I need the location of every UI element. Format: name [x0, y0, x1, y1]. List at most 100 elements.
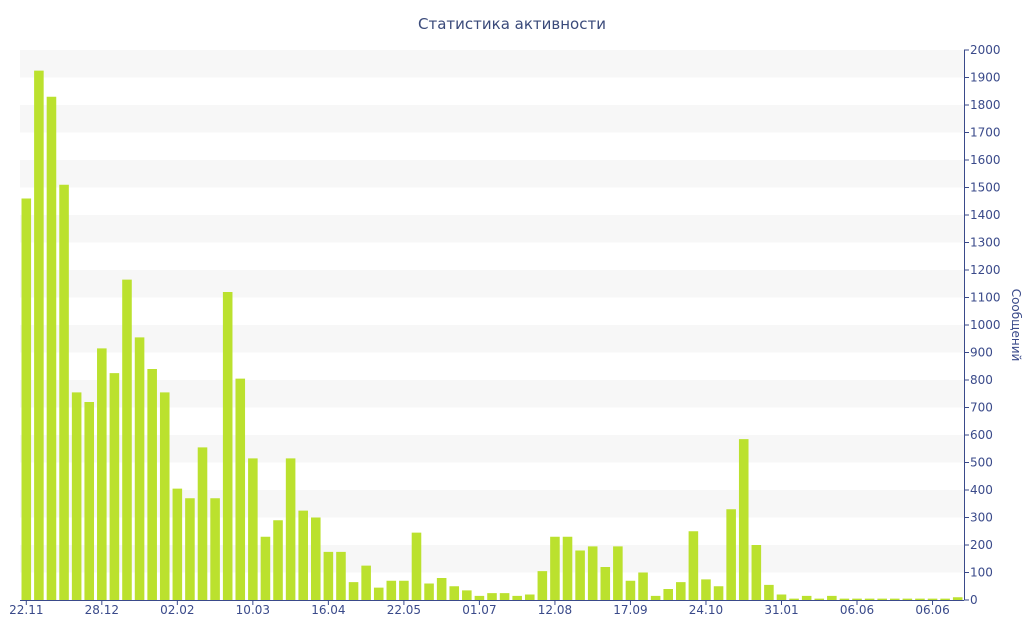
bar	[839, 598, 850, 601]
bar	[625, 580, 636, 600]
bar	[34, 70, 44, 601]
bar	[71, 392, 82, 601]
bar	[613, 546, 623, 601]
bar	[864, 598, 875, 601]
y-tick-label: 700	[970, 401, 993, 415]
bar	[210, 498, 220, 600]
y-tick-label: 2000	[970, 43, 1001, 57]
x-tick-label: 24.10	[689, 603, 723, 617]
bar	[600, 567, 611, 600]
bar	[940, 598, 950, 601]
y-tick-label: 1400	[970, 208, 1001, 222]
bar	[537, 571, 548, 601]
y-tick-label: 400	[970, 483, 993, 497]
y-tick-label: 1100	[970, 291, 1001, 305]
grid-band	[20, 270, 964, 298]
bar	[260, 536, 271, 600]
bar	[889, 598, 900, 601]
bar	[751, 545, 762, 600]
bar	[449, 586, 460, 600]
bar	[550, 536, 560, 600]
bar	[801, 595, 812, 601]
bar	[336, 551, 346, 601]
bar	[361, 565, 371, 601]
y-tick-label: 100	[970, 566, 993, 580]
bar	[298, 510, 308, 601]
bar	[386, 580, 397, 600]
bar	[852, 598, 862, 601]
bar	[348, 582, 359, 601]
bar	[688, 531, 699, 600]
grid-band	[20, 215, 964, 243]
bar	[235, 378, 246, 601]
x-tick-label: 12.08	[538, 603, 572, 617]
bar	[285, 458, 296, 601]
x-tick-label: 06.06	[840, 603, 874, 617]
bar	[701, 579, 711, 601]
bar	[902, 598, 913, 601]
y-tick-label: 1800	[970, 98, 1001, 112]
bar	[273, 520, 283, 600]
bar	[776, 594, 787, 600]
y-tick-label: 1300	[970, 236, 1001, 250]
bar	[789, 598, 799, 601]
bar	[764, 584, 774, 601]
bar	[562, 536, 573, 600]
bar	[185, 498, 195, 600]
bar	[827, 595, 837, 601]
bar	[222, 292, 233, 600]
x-tick-label: 10.03	[236, 603, 270, 617]
y-tick-label: 1500	[970, 181, 1001, 195]
bar	[172, 488, 183, 601]
x-axis: 22.11 28.12 02.02 10.03 16.04 22.05 01.07 12.08…	[9, 600, 964, 617]
bar	[487, 593, 497, 601]
grid-band	[20, 325, 964, 353]
bar	[814, 598, 825, 601]
x-tick-label: 01.07	[462, 603, 496, 617]
bar	[436, 578, 447, 600]
y-tick-label: 600	[970, 428, 993, 442]
x-tick-label: 06.06	[915, 603, 949, 617]
bar	[147, 369, 157, 600]
y-axis: 0 100 200 300 400 500 600 700 800 900 1000 1100 1200…	[964, 43, 1023, 607]
y-tick-label: 1700	[970, 126, 1001, 140]
x-tick-label: 16.04	[311, 603, 345, 617]
y-tick-label: 200	[970, 538, 993, 552]
bar	[248, 458, 258, 601]
y-tick-label: 900	[970, 346, 993, 360]
bar	[399, 580, 409, 600]
x-tick-label: 17.09	[613, 603, 647, 617]
bar	[524, 594, 535, 600]
bar	[59, 184, 69, 600]
x-tick-label: 22.11	[9, 603, 43, 617]
y-tick-label: 1900	[970, 71, 1001, 85]
x-tick-label: 28.12	[85, 603, 119, 617]
bar	[462, 590, 472, 601]
bar	[97, 348, 107, 601]
bar	[323, 551, 334, 601]
bar	[915, 598, 925, 601]
x-tick-label: 22.05	[387, 603, 421, 617]
bar	[424, 583, 434, 600]
bar	[952, 597, 963, 600]
x-tick-label: 31.01	[764, 603, 798, 617]
bar	[109, 373, 120, 601]
y-tick-label: 800	[970, 373, 993, 387]
bar	[46, 96, 57, 600]
grid-band	[20, 50, 964, 78]
bar	[650, 595, 661, 601]
bar	[638, 572, 648, 600]
bar	[726, 509, 736, 600]
bar	[663, 589, 673, 600]
grid-band	[20, 160, 964, 188]
chart-title: Статистика активности	[418, 15, 606, 33]
y-tick-label: 0	[970, 593, 978, 607]
bar	[134, 337, 145, 601]
bar	[575, 550, 585, 600]
bar	[676, 582, 686, 601]
bar	[587, 546, 598, 601]
bar	[738, 439, 749, 601]
grid-band	[20, 380, 964, 408]
